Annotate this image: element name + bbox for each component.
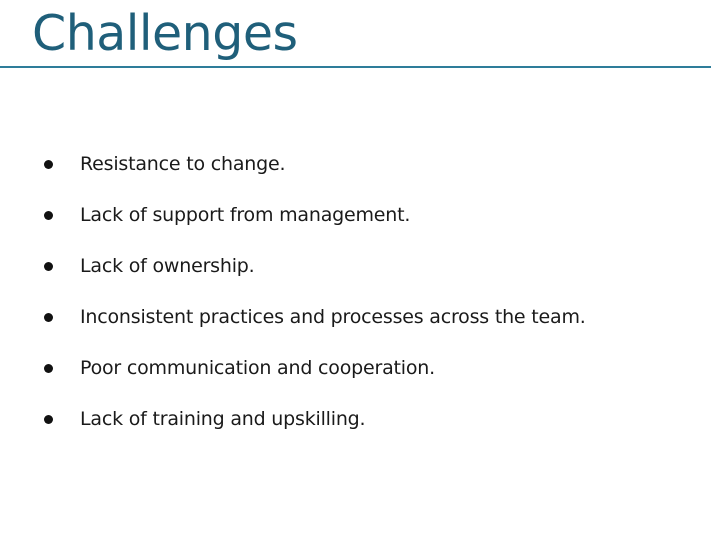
bullet-text: Poor communication and cooperation.: [80, 357, 435, 379]
bullet-text: Inconsistent practices and processes acr…: [80, 306, 586, 328]
bullet-text: Lack of support from management.: [80, 204, 411, 226]
bullet-dot-icon: [44, 160, 53, 169]
bullet-text: Lack of ownership.: [80, 255, 255, 277]
slide-title: Challenges: [32, 5, 298, 62]
bullet-dot-icon: [44, 313, 53, 322]
bullet-dot-icon: [44, 415, 53, 424]
bullet-dot-icon: [44, 262, 53, 271]
title-underline: [0, 66, 711, 68]
bullet-text: Resistance to change.: [80, 153, 286, 175]
bullet-text: Lack of training and upskilling.: [80, 408, 366, 430]
bullet-dot-icon: [44, 211, 53, 220]
bullet-dot-icon: [44, 364, 53, 373]
